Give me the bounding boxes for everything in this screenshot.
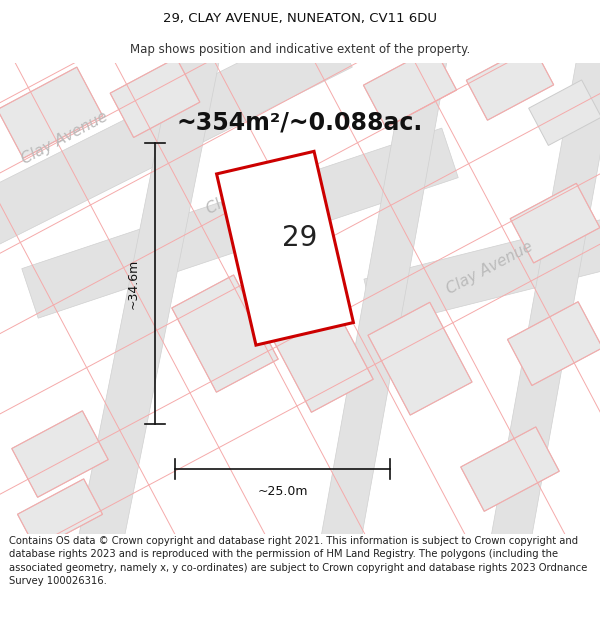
Text: 29: 29 <box>283 224 317 253</box>
Polygon shape <box>110 58 200 138</box>
Text: Clay Avenue: Clay Avenue <box>445 239 536 298</box>
Text: Map shows position and indicative extent of the property.: Map shows position and indicative extent… <box>130 42 470 56</box>
Text: ~354m²/~0.088ac.: ~354m²/~0.088ac. <box>177 111 423 135</box>
Polygon shape <box>529 80 600 146</box>
Polygon shape <box>12 411 108 498</box>
Polygon shape <box>510 183 600 263</box>
Polygon shape <box>508 302 600 386</box>
Polygon shape <box>466 45 554 120</box>
Text: ~25.0m: ~25.0m <box>257 485 308 498</box>
Polygon shape <box>320 39 449 548</box>
Polygon shape <box>490 39 600 548</box>
Polygon shape <box>172 275 278 392</box>
Text: Contains OS data © Crown copyright and database right 2021. This information is : Contains OS data © Crown copyright and d… <box>9 536 587 586</box>
Text: Clay Avenue: Clay Avenue <box>19 109 110 167</box>
Polygon shape <box>364 48 457 128</box>
Polygon shape <box>22 128 458 318</box>
Polygon shape <box>78 38 222 549</box>
Polygon shape <box>461 427 559 511</box>
Polygon shape <box>0 18 352 248</box>
Text: ~34.6m: ~34.6m <box>127 258 139 309</box>
Polygon shape <box>267 295 373 412</box>
Polygon shape <box>217 151 353 345</box>
Polygon shape <box>0 67 103 158</box>
Polygon shape <box>17 479 103 550</box>
Text: 29, CLAY AVENUE, NUNEATON, CV11 6DU: 29, CLAY AVENUE, NUNEATON, CV11 6DU <box>163 12 437 25</box>
Polygon shape <box>368 302 472 415</box>
Text: Clay Avenue: Clay Avenue <box>205 159 296 217</box>
Polygon shape <box>364 209 600 328</box>
